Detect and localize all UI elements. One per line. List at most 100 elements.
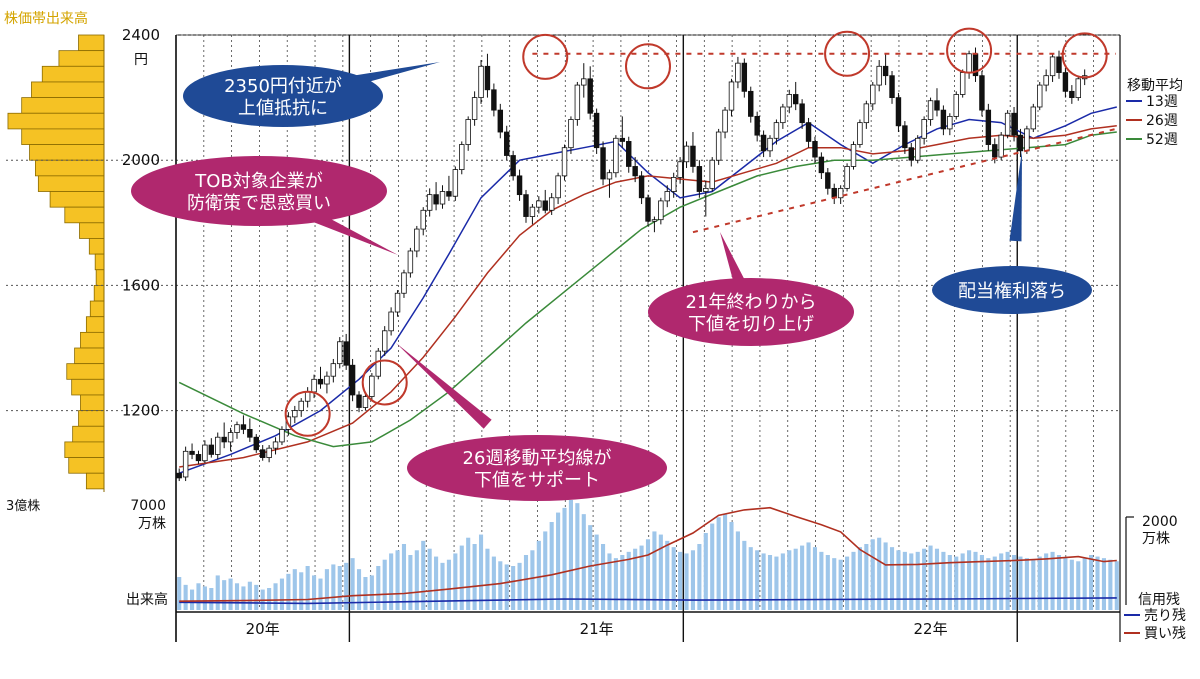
callout-text: 下値をサポート [474, 470, 600, 491]
volume-bar [228, 578, 233, 610]
candle-body [760, 134, 767, 152]
callout-text: 2350円付近が [224, 76, 342, 97]
volume-bar [1056, 555, 1062, 610]
margin-axis-label: 信用残 [1138, 592, 1180, 608]
candle-body [555, 175, 561, 199]
volume-bar [928, 545, 933, 610]
volume-bar [466, 537, 471, 610]
margin-legend-label: 買い残 [1144, 626, 1186, 642]
volume-bar [234, 583, 240, 610]
volume-bar [594, 534, 599, 610]
volume-bar [748, 547, 753, 610]
candle-body [304, 391, 311, 402]
candle-body [401, 272, 407, 294]
callout-text: 防衛策で思惑買い [187, 193, 331, 214]
candle-body [240, 424, 247, 430]
candle-body [221, 436, 227, 443]
candle-body [1030, 106, 1037, 130]
volume-bar [787, 550, 792, 610]
volume-bar [549, 522, 554, 610]
candle-body [388, 311, 394, 332]
volume-bar [556, 512, 561, 610]
volume-bar [504, 564, 509, 610]
volume-bar [947, 555, 952, 610]
candle-body [600, 147, 606, 180]
candle-body [324, 375, 330, 385]
volume-bar [665, 540, 670, 610]
volume-bar [613, 558, 618, 610]
volume-bar [973, 551, 978, 610]
volume-bar [568, 500, 573, 610]
volume-bar [600, 544, 606, 610]
candle-body [792, 94, 799, 105]
volume-bar [922, 548, 927, 610]
candle-body [465, 119, 471, 145]
candle-body [1024, 128, 1030, 152]
candle-body [337, 341, 343, 365]
candle-body [446, 191, 452, 197]
candle-body [317, 378, 324, 385]
candle-body [670, 177, 677, 192]
volume-bar [1063, 558, 1068, 610]
candle-body [992, 144, 998, 158]
volume-profile-bar [80, 394, 105, 412]
volume-bar [934, 548, 940, 610]
volume-bar [652, 531, 657, 610]
volume-profile-bar [85, 472, 105, 490]
volume-bar [350, 558, 355, 610]
volume-bar [716, 517, 721, 610]
volume-profile-bar [74, 347, 105, 365]
volume-bar [562, 507, 567, 610]
candle-body [799, 103, 805, 124]
volume-bar [780, 553, 785, 610]
volume-bar [453, 553, 458, 610]
highlight-circle [1061, 32, 1108, 79]
volume-bar [1108, 559, 1113, 610]
volume-bar [915, 551, 920, 610]
volume-bar [530, 550, 535, 610]
candle-body [356, 394, 362, 408]
candle-body [381, 330, 388, 352]
volume-bar [889, 547, 895, 610]
volume-bar [408, 555, 413, 610]
candle-body [915, 137, 921, 161]
candle-body [857, 122, 863, 145]
candle-body [767, 137, 773, 152]
candle-body [837, 187, 844, 199]
candle-body [677, 161, 683, 178]
volume-profile-bar [37, 175, 105, 192]
candle-body [1017, 134, 1024, 152]
volume-bar [440, 562, 445, 610]
candle-body [452, 169, 459, 197]
callout-text: 26週移動平均線が [463, 448, 612, 469]
volume-profile-bar [85, 316, 105, 333]
candle-body [523, 194, 529, 217]
candle-body [349, 364, 356, 396]
volume-profile-bar [68, 457, 105, 474]
candle-body [362, 396, 369, 408]
volume-bar [344, 562, 349, 610]
volume-bar [877, 537, 882, 610]
candle-body [863, 103, 870, 124]
callout-bubble [932, 266, 1092, 314]
volume-profile-bar [35, 159, 105, 177]
candle-body [484, 65, 491, 91]
volume-bar [523, 555, 529, 610]
callout-pointer [396, 343, 492, 429]
volume-bar [1018, 556, 1023, 610]
callout-text: 21年終わりから [686, 292, 817, 313]
volume-bar [222, 580, 227, 610]
candle-body [497, 109, 504, 133]
volume-bar [1069, 559, 1074, 610]
legend-label: 26週 [1146, 113, 1178, 129]
candle-body [215, 436, 221, 455]
volume-bar [414, 550, 419, 610]
candle-body [536, 200, 542, 208]
year-label: 22年 [914, 620, 948, 638]
volume-bar [845, 556, 850, 610]
ma-legend: 13週 26週 52週 [1126, 94, 1178, 148]
volume-bar [896, 550, 901, 610]
volume-bar [376, 566, 381, 610]
margin-balance-lines [179, 506, 1117, 605]
candle-body [606, 172, 613, 180]
